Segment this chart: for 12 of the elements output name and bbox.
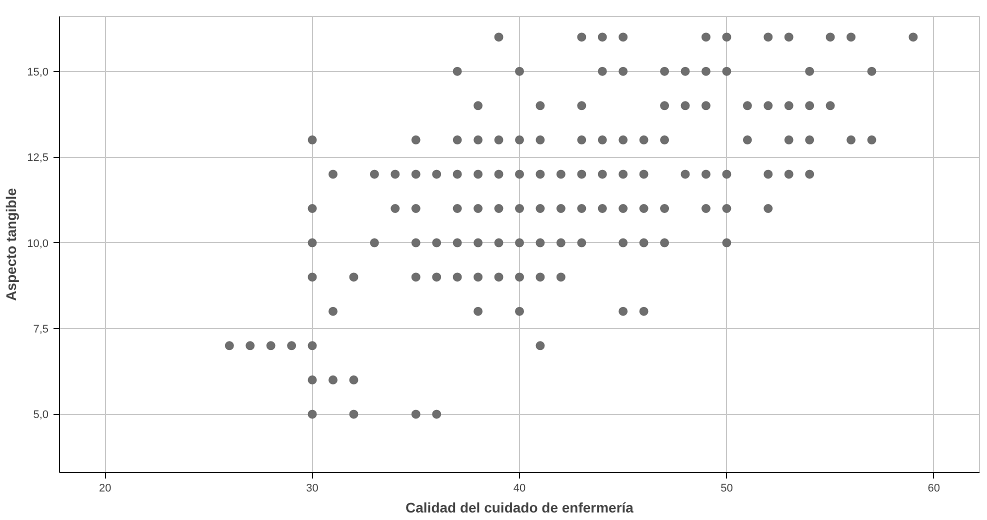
y-tick-label: 12,5: [27, 152, 49, 164]
x-axis-title: Calidad del cuidado de enfermería: [406, 500, 634, 516]
x-tick-label: 50: [720, 482, 733, 494]
x-tick-label: 30: [306, 482, 318, 494]
y-tick-label: 7,5: [33, 324, 49, 336]
x-tick-label: 20: [98, 482, 112, 494]
y-tick-label: 15,0: [27, 66, 49, 78]
x-tick-label: 60: [928, 482, 940, 494]
y-axis-title: Aspecto tangible: [3, 188, 20, 301]
x-tick-label: 40: [513, 482, 526, 494]
y-tick-label: 10,0: [27, 238, 49, 250]
y-tick-label: 5,0: [33, 409, 49, 422]
